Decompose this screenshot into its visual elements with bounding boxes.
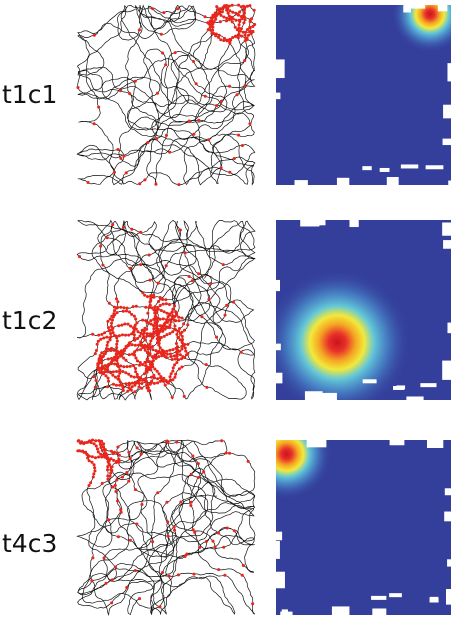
rate-map-edge	[349, 220, 359, 228]
rate-map-hole	[420, 383, 437, 388]
rate-map-edge	[276, 372, 283, 384]
rate-map-hole	[425, 165, 444, 170]
rate-map-edge	[276, 540, 280, 559]
spikes	[78, 223, 243, 399]
rate-map-edge	[372, 608, 387, 615]
rate-map-edge	[444, 511, 451, 522]
spikes	[76, 438, 255, 609]
rate-map-edge	[442, 360, 451, 380]
rate-map-hole	[371, 595, 387, 600]
rate-map-edge	[437, 5, 448, 12]
rate-map-hole	[362, 166, 372, 171]
rate-map-edge	[276, 531, 283, 541]
rate-map-edge	[322, 392, 337, 400]
spikes	[76, 3, 257, 187]
rate-map-field	[276, 440, 332, 500]
rate-map-edge	[276, 59, 285, 79]
rate-map-edge	[447, 67, 451, 82]
rate-map-edge	[276, 279, 281, 292]
rate-map-edge	[447, 322, 451, 334]
rate-map-field	[276, 268, 411, 400]
rate-map-edge	[442, 222, 451, 236]
rate-map-edge	[409, 5, 426, 9]
row-label: t1c2	[2, 306, 57, 335]
rate-map	[276, 440, 451, 615]
rate-map-edge	[307, 393, 324, 400]
rate-map-hole	[379, 167, 390, 172]
row-label: t4c3	[2, 529, 57, 558]
rate-map-hole	[362, 379, 377, 384]
rate-map-edge	[276, 92, 281, 100]
rate-map-edge	[386, 176, 399, 185]
rate-map-edge	[447, 559, 451, 567]
rate-map-edge	[403, 5, 411, 13]
rate-map-edge	[444, 488, 451, 496]
rate-map-edge	[448, 180, 451, 185]
rate-map-edge	[406, 396, 424, 400]
rate-map-edge	[276, 343, 281, 351]
rate-map-edge	[300, 220, 320, 227]
rate-map-edge	[276, 571, 285, 589]
rate-map-edge	[336, 177, 350, 185]
rate-map-hole	[429, 596, 439, 601]
rate-map-edge	[426, 440, 444, 448]
rate-map-edge	[306, 440, 327, 448]
rate-map-edge	[446, 589, 451, 605]
rate-map-edge	[442, 138, 451, 146]
rate-map-hole	[389, 593, 402, 598]
rate-map	[276, 5, 451, 185]
rate-map	[276, 220, 451, 400]
rate-map-edge	[281, 609, 288, 615]
rate-map-field	[391, 5, 451, 53]
rate-map-hole	[400, 164, 419, 169]
rate-map-edge	[331, 606, 350, 615]
rate-map-hole	[393, 385, 405, 390]
row-label: t1c1	[2, 80, 57, 109]
rate-map-edge	[294, 180, 308, 185]
trajectory	[76, 219, 256, 401]
rate-map-edge	[443, 104, 451, 119]
trajectory	[76, 4, 256, 186]
rate-map-edge	[443, 240, 451, 249]
trajectory	[76, 439, 256, 616]
rate-map-edge	[389, 440, 405, 446]
